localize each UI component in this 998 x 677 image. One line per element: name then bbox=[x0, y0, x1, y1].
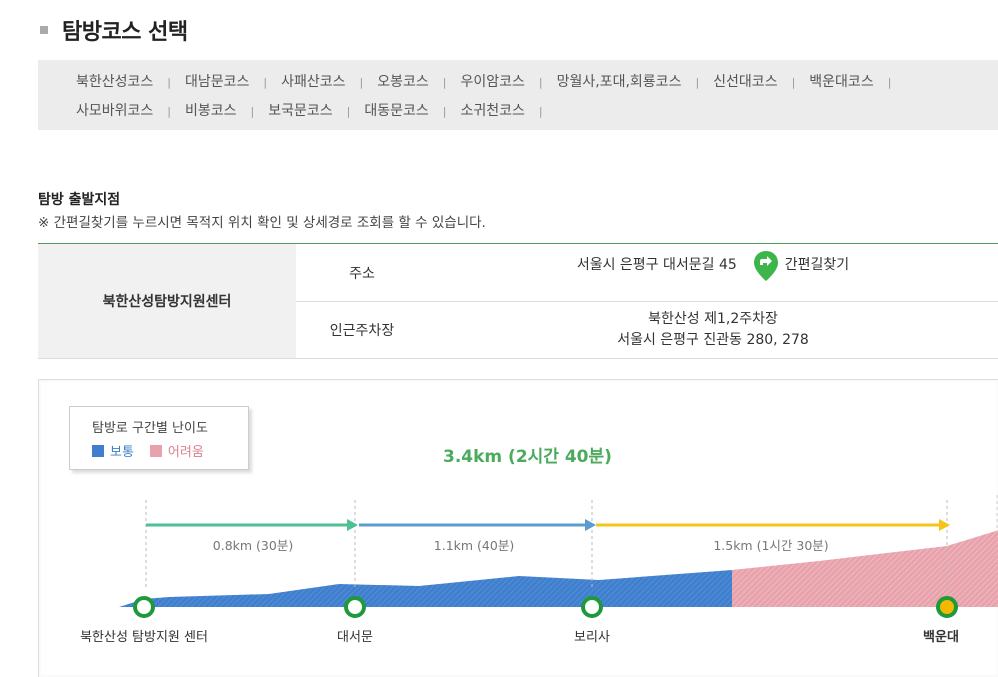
course-separator: | bbox=[250, 105, 255, 118]
parking-row: 인근주차장 북한산성 제1,2주차장 서울시 은평구 진관동 280, 278 bbox=[296, 301, 998, 358]
legend-hard-label: 어려움 bbox=[167, 445, 204, 460]
start-heading: 탐방 출발지점 bbox=[38, 192, 121, 208]
waypoint-label: 보리사 bbox=[574, 630, 610, 645]
course-link[interactable]: 사모바위코스 bbox=[76, 103, 154, 119]
course-selector: 북한산성코스 | 대남문코스 | 사패산코스 | 오봉코스 | 우이암코스 | 망월사,포대,회룡코… bbox=[38, 60, 998, 130]
course-link[interactable]: 신선대코스 bbox=[713, 74, 778, 90]
course-separator: | bbox=[167, 105, 171, 118]
course-separator: | bbox=[359, 76, 364, 89]
page-heading: 탐방코스 선택 bbox=[40, 14, 188, 46]
trail-profile-diagram: 0.8km (30분) 1.1km (40분) 1.5km (1시간 30분) … bbox=[38, 379, 998, 677]
course-separator: | bbox=[167, 76, 171, 89]
legend-easy-swatch bbox=[92, 444, 104, 457]
segment-label: 1.5km (1시간 30분) bbox=[713, 538, 828, 553]
start-info-table: 북한산성탐방지원센터 주소 서울시 은평구 대서문길 45 간편길찾기 인근주차… bbox=[38, 243, 998, 359]
legend-hard-swatch bbox=[149, 444, 162, 457]
course-link[interactable]: 비봉코스 bbox=[185, 103, 237, 119]
course-separator: | bbox=[442, 105, 447, 118]
directions-label: 간편길찾기 bbox=[784, 257, 850, 273]
course-link[interactable]: 대동문코스 bbox=[364, 103, 429, 119]
course-link[interactable]: 오봉코스 bbox=[377, 74, 429, 90]
course-link[interactable]: 사패산코스 bbox=[281, 74, 346, 90]
course-separator: | bbox=[442, 76, 447, 89]
destination-node[interactable] bbox=[936, 596, 958, 618]
course-link[interactable]: 우이암코스 bbox=[460, 74, 525, 90]
segment-label: 1.1km (40분) bbox=[434, 538, 514, 553]
course-link[interactable]: 망월사,포대,회룡코스 bbox=[556, 74, 682, 90]
start-note: ※ 간편길찾기를 누르시면 목적지 위치 확인 및 상세경로 조회를 할 수 있… bbox=[38, 215, 486, 231]
address-value: 서울시 은평구 대서문길 45 bbox=[576, 257, 737, 273]
course-link[interactable]: 대남문코스 bbox=[185, 74, 250, 90]
profile-hard bbox=[732, 530, 998, 607]
course-link[interactable]: 북한산성코스 bbox=[76, 74, 154, 90]
waypoint-label: 백운대 bbox=[923, 630, 959, 645]
total-distance: 3.4km (2시간 40분) bbox=[443, 447, 612, 467]
course-separator: | bbox=[791, 76, 796, 89]
parking-name: 북한산성 제1,2주차장 bbox=[648, 310, 778, 327]
page-title: 탐방코스 선택 bbox=[62, 20, 188, 45]
map-pin-arrow-icon bbox=[753, 250, 778, 281]
profile-easy bbox=[87, 570, 732, 607]
directions-link[interactable]: 간편길찾기 bbox=[753, 250, 849, 282]
parking-label: 인근주차장 bbox=[329, 322, 395, 339]
parking-address: 서울시 은평구 진관동 280, 278 bbox=[617, 331, 809, 348]
course-link[interactable]: 백운대코스 bbox=[809, 74, 874, 90]
waypoint-label: 대서문 bbox=[337, 630, 373, 645]
place-name: 북한산성탐방지원센터 bbox=[38, 244, 296, 358]
waypoint-label: 북한산성 탐방지원 센터 bbox=[80, 630, 208, 645]
course-separator: | bbox=[538, 76, 543, 89]
waypoint-node[interactable] bbox=[133, 596, 155, 618]
course-separator: | bbox=[346, 105, 351, 118]
difficulty-legend: 탐방로 구간별 난이도 보통 어려움 bbox=[69, 406, 249, 470]
course-separator: | bbox=[263, 76, 268, 89]
course-separator: | bbox=[538, 105, 543, 118]
address-row: 주소 서울시 은평구 대서문길 45 간편길찾기 bbox=[296, 244, 998, 302]
waypoint-node[interactable] bbox=[344, 596, 366, 618]
title-bullet-icon bbox=[40, 26, 48, 34]
waypoint-node[interactable] bbox=[581, 596, 603, 618]
course-list: 북한산성코스 | 대남문코스 | 사패산코스 | 오봉코스 | 우이암코스 | 망월사,포대,회룡코… bbox=[76, 68, 996, 126]
course-separator: | bbox=[695, 76, 700, 89]
legend-easy-label: 보통 bbox=[110, 445, 134, 460]
trail-profile-svg: 0.8km (30분) 1.1km (40분) 1.5km (1시간 30분) … bbox=[80, 495, 998, 645]
course-link[interactable]: 소귀천코스 bbox=[460, 103, 525, 119]
segment-label: 0.8km (30분) bbox=[213, 538, 293, 553]
legend-title: 탐방로 구간별 난이도 bbox=[92, 421, 208, 436]
course-link[interactable]: 보국문코스 bbox=[268, 103, 333, 119]
course-separator: | bbox=[887, 76, 892, 89]
address-label: 주소 bbox=[349, 265, 375, 282]
